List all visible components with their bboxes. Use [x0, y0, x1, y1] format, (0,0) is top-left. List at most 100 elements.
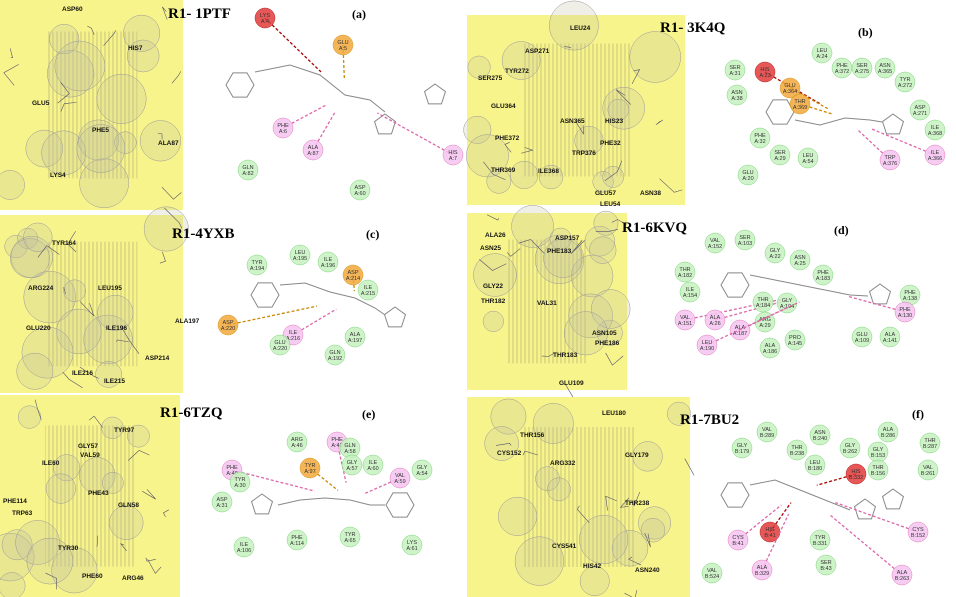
backbone [147, 559, 162, 574]
surface-sphere [592, 171, 614, 193]
structure-residue-label: ALA197 [175, 318, 200, 325]
residue-disc [924, 144, 946, 166]
backbone [631, 69, 641, 85]
residue-disc [879, 149, 901, 171]
residue-name: CYS [732, 535, 744, 541]
residue-label: PHE A:138 [903, 290, 917, 302]
residue-id: A:46 [291, 443, 302, 449]
structure-residue-label: ILE368 [538, 168, 559, 175]
structure-residue-label: GLY57 [78, 443, 98, 450]
residue-name: GLY [845, 443, 856, 449]
residue-id: A:29 [774, 156, 785, 162]
backbone [486, 214, 499, 221]
panel-title: R1-4YXB [172, 226, 235, 242]
residue-disc [874, 57, 896, 79]
residue-name: LEU [702, 340, 713, 346]
ligand-chain [254, 64, 386, 113]
residue-name: TYR [235, 477, 246, 483]
surface-sphere [501, 41, 541, 80]
residue-id: A:30 [234, 483, 245, 489]
structure-residue-label: THR156 [520, 432, 545, 439]
residue-id: A:364 [783, 89, 797, 95]
residue-id: A:29 [759, 323, 770, 329]
backbone [88, 415, 104, 428]
backbone [67, 231, 77, 253]
residue-label: VAL B:289 [760, 427, 774, 439]
residue-disc [442, 144, 464, 166]
backbone [127, 450, 150, 461]
structure-residue-label: PHE183 [547, 248, 572, 255]
residue-disc [804, 454, 826, 476]
surface-sphere [638, 506, 672, 540]
residue-name: VAL [680, 315, 690, 321]
residue-name: ILE [369, 460, 378, 466]
residue-name: ASP [216, 497, 227, 503]
residue-name: SER [739, 235, 750, 241]
surface-sphere [49, 23, 80, 55]
ligand-ring [385, 492, 415, 518]
ligand-ring [423, 83, 447, 105]
residue-id: A:196 [321, 263, 335, 269]
residue-disc [731, 437, 753, 459]
residue-disc [877, 421, 899, 443]
surface-sphere [484, 426, 519, 461]
structure-residue-label: ARG224 [28, 285, 54, 292]
residue-name: SER [774, 150, 785, 156]
surface-hatch [45, 425, 135, 567]
residue-name: ILE [686, 287, 695, 293]
residue-label: ARG A:46 [291, 437, 303, 449]
residue-name: THR [924, 438, 935, 444]
surface-sphere [579, 515, 629, 565]
residue-disc [724, 59, 746, 81]
residue-label: TYR B:331 [813, 535, 827, 547]
residue-label: PHE A:130 [898, 307, 912, 319]
residue-name: TYR [345, 532, 356, 538]
ligand-ring [765, 99, 795, 125]
structure-residue-label: HIS7 [128, 45, 143, 52]
surface-sphere [25, 129, 64, 168]
backbone [103, 30, 116, 46]
residue-id: B:261 [921, 471, 935, 477]
residue-name: HIS [760, 67, 770, 73]
backbone [161, 186, 182, 200]
ligand-ring [373, 113, 397, 135]
surface-sphere [498, 496, 538, 536]
residue-name: SER [856, 63, 867, 69]
interaction-line [835, 501, 919, 533]
residue-name: ASP [347, 270, 358, 276]
surface-sphere [549, 0, 599, 51]
surface-sphere [10, 238, 50, 279]
backbone [96, 535, 98, 547]
residue-name: ALA [710, 315, 721, 321]
residue-label: ILE A:60 [367, 460, 378, 472]
residue-id: B:180 [808, 466, 822, 472]
structure-residue-label: PHE60 [82, 573, 103, 580]
backbone [570, 240, 585, 255]
residue-label: ALA A:197 [348, 332, 362, 344]
residue-disc [789, 93, 811, 115]
residue-label: HIS A:7 [448, 150, 458, 162]
residue-label: THR B:156 [871, 465, 885, 477]
structure-residue-label: SER275 [478, 75, 503, 82]
residue-label: GLN A:58 [344, 443, 355, 455]
backbone [628, 556, 642, 566]
residue-id: B:240 [813, 436, 827, 442]
surface-sphere [589, 236, 617, 264]
surface-sphere [667, 401, 691, 426]
structure-residue-label: CYS541 [552, 543, 577, 550]
residue-id: B:332 [849, 475, 863, 481]
residue-label: LEU A:195 [293, 250, 307, 262]
structure-residue-label: GLY22 [483, 283, 503, 290]
interaction-line [706, 305, 790, 346]
residue-label: ASP A:214 [346, 270, 360, 282]
residue-disc [674, 309, 696, 331]
residue-id: A:154 [683, 293, 697, 299]
backbone [506, 248, 521, 257]
residue-name: GLY [782, 298, 793, 304]
residue-disc [701, 562, 723, 584]
residue-name: GLU [742, 170, 753, 176]
residue-disc [754, 311, 776, 333]
residue-name: THR [757, 297, 768, 303]
structure-residue-label: LEU180 [602, 410, 626, 417]
residue-disc [324, 344, 346, 366]
